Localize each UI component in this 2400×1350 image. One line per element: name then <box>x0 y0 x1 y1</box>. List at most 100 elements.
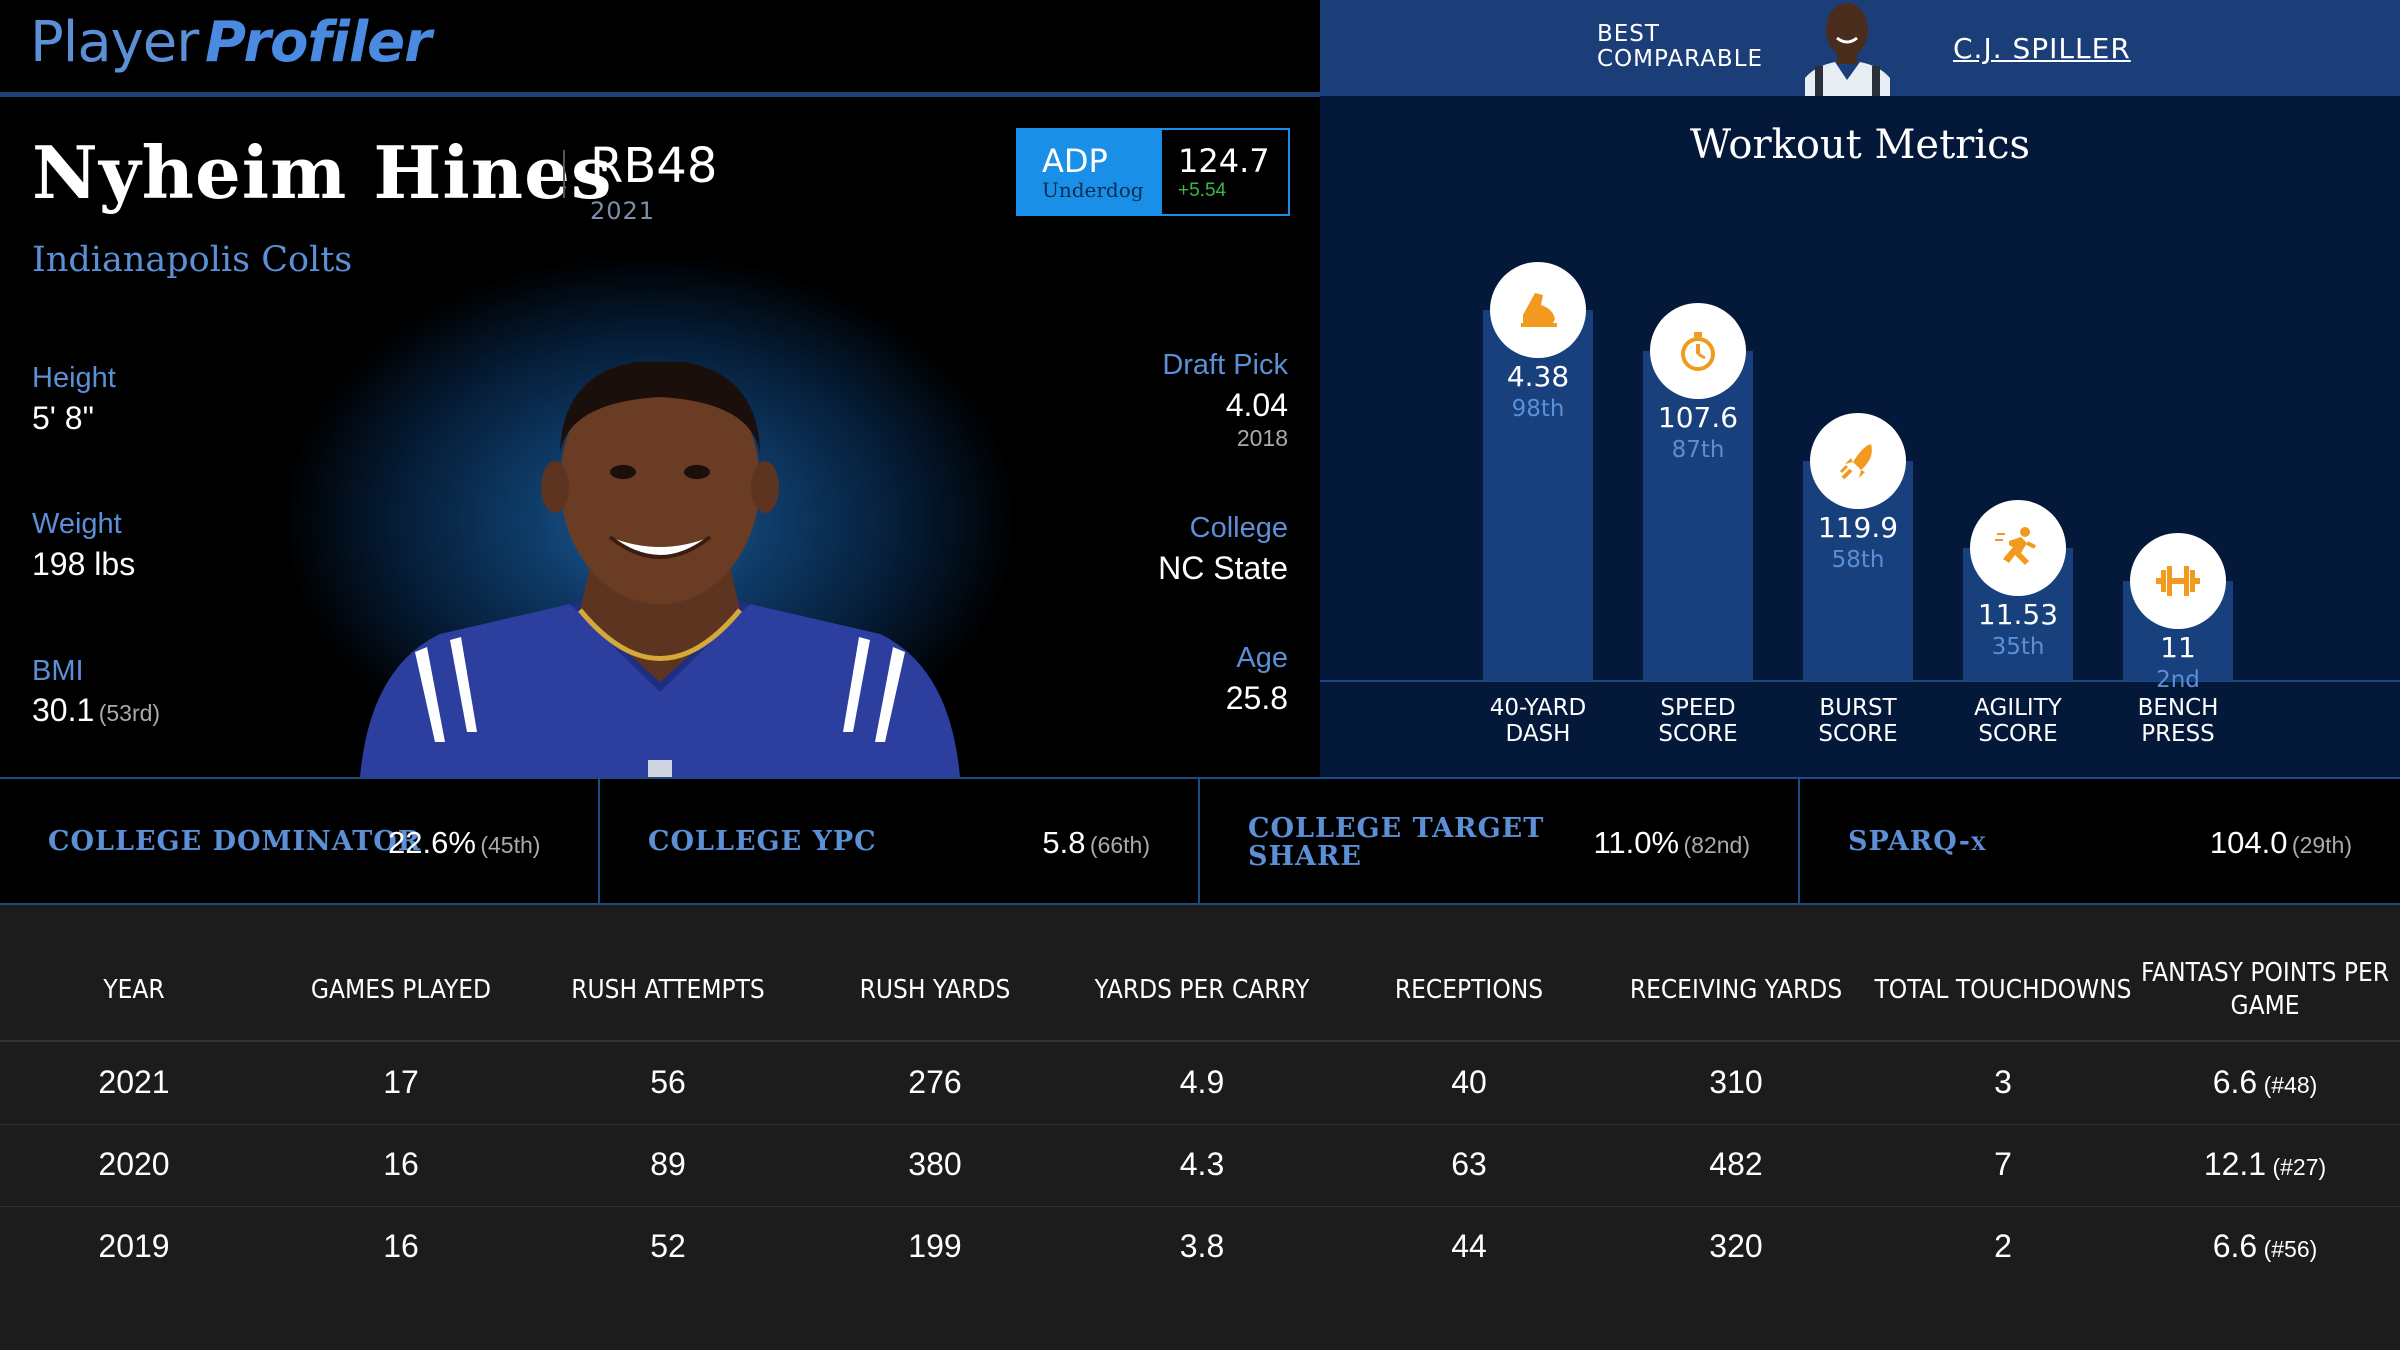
table-cell: 276 <box>908 1064 962 1100</box>
workout-value: 11.53 <box>1977 598 2059 632</box>
workout-value: 11 <box>2160 631 2196 664</box>
age-label: Age <box>1236 642 1288 674</box>
college-ypc-value: 5.8 <box>1042 825 1086 860</box>
workout-bar[interactable] <box>1643 351 1753 681</box>
position-rank: RB48 <box>590 138 718 194</box>
workout-metrics-title: Workout Metrics <box>1689 122 2031 168</box>
stopwatch-icon <box>1650 303 1746 400</box>
row-divider <box>0 1206 2400 1207</box>
workout-label: SPEED SCORE <box>1658 695 1738 747</box>
table-cell: 199 <box>908 1228 962 1264</box>
table-cell: 320 <box>1709 1228 1763 1264</box>
player-photo <box>355 360 965 777</box>
weight-label: Weight <box>32 508 122 540</box>
bmi-label: BMI <box>32 655 84 687</box>
player-name: Nyheim Hines <box>32 130 613 215</box>
workout-value: 4.38 <box>1506 359 1570 393</box>
col-header-games-played: GAMES PLAYED <box>310 975 492 1005</box>
college-dominator-label: COLLEGE DOMINATOR <box>48 826 422 857</box>
college-target-share-label: COLLEGE TARGET SHARE <box>1248 813 1545 872</box>
sparq-x-value-group: 104.0 (29th) <box>2210 825 2352 861</box>
table-cell: 89 <box>650 1146 686 1182</box>
college-target-share-rank: (82nd) <box>1683 832 1750 858</box>
table-cell-fantasy-points: 6.6 (#56) <box>2212 1228 2318 1264</box>
draft-year: 2018 <box>1236 425 1288 451</box>
college-ypc-value-group: 5.8 (66th) <box>1042 825 1150 861</box>
table-cell: 2019 <box>98 1228 170 1264</box>
col-header-fantasy-points: FANTASY POINTS PER GAME <box>2141 958 2389 1021</box>
college-ypc-label: COLLEGE YPC <box>648 826 877 857</box>
table-cell: 16 <box>383 1228 419 1264</box>
col-header-year: YEAR <box>103 975 165 1005</box>
adp-title: ADP <box>1042 142 1108 180</box>
height-label: Height <box>32 362 116 394</box>
stats-table <box>0 905 2400 1350</box>
college-value[interactable]: NC State <box>1158 550 1288 586</box>
col-header-receptions: RECEPTIONS <box>1394 975 1544 1005</box>
table-cell: 3 <box>1994 1064 2012 1100</box>
dumbbell-icon <box>2130 533 2226 629</box>
height-value: 5' 8" <box>32 400 94 436</box>
col-header-rush-attempts: RUSH ATTEMPTS <box>571 975 765 1005</box>
season-year: 2021 <box>590 197 656 225</box>
runner-icon <box>1970 500 2066 597</box>
name-divider <box>563 150 565 198</box>
table-cell-fantasy-points: 12.1 (#27) <box>2203 1146 2327 1182</box>
workout-label: BURST SCORE <box>1818 695 1898 747</box>
college-target-share-value: 11.0% <box>1593 825 1680 860</box>
table-cell: 7 <box>1994 1146 2012 1182</box>
college-target-share-value-group: 11.0% (82nd) <box>1593 825 1750 861</box>
table-cell: 17 <box>383 1064 419 1100</box>
col-header-rush-yards: RUSH YARDS <box>859 975 1011 1005</box>
table-cell: 2020 <box>98 1146 170 1182</box>
table-cell: 380 <box>908 1146 962 1182</box>
adp-widget[interactable]: ADP Underdog 124.7 +5.54 <box>1016 128 1290 216</box>
college-label: College <box>1189 512 1288 544</box>
table-cell: 52 <box>650 1228 686 1264</box>
col-header-total-touchdowns: TOTAL TOUCHDOWNS <box>1874 975 2132 1005</box>
draft-pick-value: 4.04 <box>1225 387 1288 423</box>
workout-label: 40-YARD DASH <box>1489 695 1587 747</box>
college-dominator-value: 22.6% <box>388 825 476 860</box>
table-cell: 63 <box>1451 1146 1487 1182</box>
college-ypc-rank: (66th) <box>1089 832 1150 858</box>
workout-bar[interactable] <box>1483 309 1593 681</box>
workout-percentile: 87th <box>1671 437 1725 464</box>
sparq-x-label: SPARQ-x <box>1848 826 1987 857</box>
table-cell: 40 <box>1451 1064 1487 1100</box>
table-cell: 44 <box>1451 1228 1487 1264</box>
team-name[interactable]: Indianapolis Colts <box>32 240 353 280</box>
col-header-receiving-yards: RECEIVING YARDS <box>1629 975 1843 1005</box>
table-cell: 2 <box>1994 1228 2012 1264</box>
table-cell: 3.8 <box>1179 1228 1225 1264</box>
workout-percentile: 58th <box>1831 547 1885 574</box>
workout-label: BENCH PRESS <box>2137 695 2219 747</box>
college-dominator-rank: (45th) <box>480 832 541 858</box>
comparable-player-link[interactable]: C.J. SPILLER <box>1953 32 2131 65</box>
best-comparable-label: BEST COMPARABLE <box>1597 21 1764 72</box>
bmi-value-group: 30.1 (53rd) <box>32 692 160 729</box>
table-cell: 16 <box>383 1146 419 1182</box>
weight-value: 198 lbs <box>32 546 136 582</box>
logo-player-text[interactable]: Player <box>30 10 199 75</box>
logo-profiler-text[interactable]: Profiler <box>205 10 432 75</box>
rocket-icon <box>1810 413 1906 510</box>
col-header-yards-per-carry: YARDS PER CARRY <box>1094 975 1310 1005</box>
chart-baseline <box>1320 680 2400 682</box>
table-header-divider <box>0 1040 2400 1042</box>
metric-divider <box>1798 777 1800 905</box>
workout-label: AGILITY SCORE <box>1974 695 2062 747</box>
bmi-value: 30.1 <box>32 692 95 728</box>
workout-percentile: 35th <box>1991 634 2045 661</box>
table-cell: 4.9 <box>1179 1064 1225 1100</box>
table-cell: 2021 <box>98 1064 170 1100</box>
header-bar <box>0 0 1320 92</box>
adp-label-block <box>1018 130 1162 214</box>
sparq-x-rank: (29th) <box>2291 832 2352 858</box>
table-cell: 56 <box>650 1064 686 1100</box>
table-cell: 482 <box>1709 1146 1763 1182</box>
table-cell: 310 <box>1709 1064 1763 1100</box>
bmi-rank: (53rd) <box>98 700 161 726</box>
workout-value: 119.9 <box>1817 511 1899 545</box>
metric-divider <box>1198 777 1200 905</box>
